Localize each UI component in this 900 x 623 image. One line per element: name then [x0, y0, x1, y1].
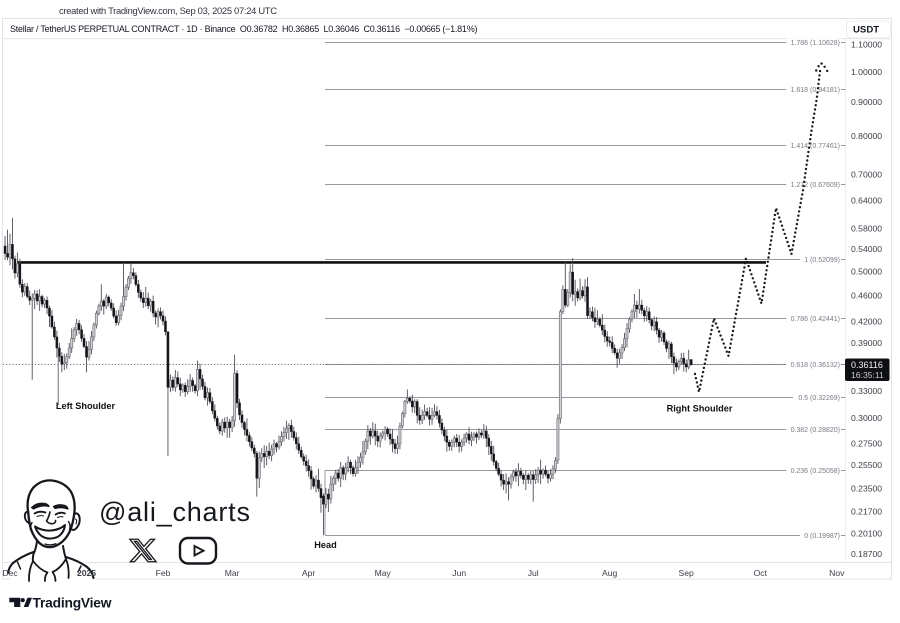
svg-text:0.23500: 0.23500 — [851, 484, 882, 494]
svg-text:Head: Head — [314, 540, 336, 550]
svg-text:Jun: Jun — [452, 568, 466, 578]
svg-text:Mar: Mar — [225, 568, 240, 578]
svg-text:Stellar / TetherUS PERPETUAL C: Stellar / TetherUS PERPETUAL CONTRACT · … — [10, 24, 477, 34]
svg-text:0.382 (0.28820): 0.382 (0.28820) — [791, 427, 840, 434]
svg-text:0.80000: 0.80000 — [851, 131, 882, 141]
svg-text:1.10000: 1.10000 — [851, 39, 882, 49]
svg-text:1.786 (1.10628): 1.786 (1.10628) — [791, 40, 840, 47]
svg-text:0.64000: 0.64000 — [851, 195, 882, 205]
svg-text:Dec: Dec — [2, 568, 18, 578]
svg-text:0.21700: 0.21700 — [851, 506, 882, 516]
svg-text:0.58000: 0.58000 — [851, 224, 882, 234]
svg-text:Right Shoulder: Right Shoulder — [667, 404, 733, 414]
svg-text:0.54000: 0.54000 — [851, 244, 882, 254]
svg-text:Feb: Feb — [156, 568, 171, 578]
svg-text:May: May — [375, 568, 392, 578]
svg-text:TradingView: TradingView — [33, 596, 112, 611]
svg-text:0.25500: 0.25500 — [851, 460, 882, 470]
svg-text:0.236 (0.25058): 0.236 (0.25058) — [791, 468, 840, 475]
svg-text:2025: 2025 — [77, 568, 96, 578]
svg-text:0.46000: 0.46000 — [851, 290, 882, 300]
svg-text:0.786 (0.42441): 0.786 (0.42441) — [791, 316, 840, 323]
svg-text:16:35:11: 16:35:11 — [851, 370, 884, 380]
svg-text:Aug: Aug — [602, 568, 618, 578]
svg-text:Left Shoulder: Left Shoulder — [56, 401, 116, 411]
svg-text:Sep: Sep — [679, 568, 695, 578]
svg-text:0.70000: 0.70000 — [851, 170, 882, 180]
svg-text:0.20100: 0.20100 — [851, 529, 882, 539]
svg-text:0 (0.19987): 0 (0.19987) — [804, 533, 840, 540]
svg-text:1.414 (0.77461): 1.414 (0.77461) — [791, 143, 840, 150]
svg-text:1.272 (0.67609): 1.272 (0.67609) — [791, 182, 840, 189]
svg-text:@ali_charts: @ali_charts — [99, 497, 251, 527]
svg-text:created with TradingView.com,: created with TradingView.com, Sep 03, 20… — [59, 5, 277, 16]
svg-text:0.618 (0.36132): 0.618 (0.36132) — [791, 362, 840, 369]
svg-text:USDT: USDT — [853, 25, 879, 36]
svg-text:0.42000: 0.42000 — [851, 316, 882, 326]
svg-text:1.00000: 1.00000 — [851, 67, 882, 77]
svg-text:0.18700: 0.18700 — [851, 549, 882, 559]
svg-text:0.27500: 0.27500 — [851, 438, 882, 448]
svg-text:0.39000: 0.39000 — [851, 338, 882, 348]
svg-text:0.36116: 0.36116 — [851, 360, 883, 370]
svg-text:0.33000: 0.33000 — [851, 386, 882, 396]
svg-text:1 (0.52099): 1 (0.52099) — [804, 257, 840, 264]
svg-text:Jul: Jul — [528, 568, 539, 578]
svg-text:0.50000: 0.50000 — [851, 266, 882, 276]
svg-text:0.90000: 0.90000 — [851, 97, 882, 107]
svg-text:Nov: Nov — [829, 568, 845, 578]
svg-text:1.618 (0.94181): 1.618 (0.94181) — [791, 87, 840, 94]
svg-text:Apr: Apr — [302, 568, 316, 578]
svg-text:0.30000: 0.30000 — [851, 413, 882, 423]
svg-text:0.5 (0.32269): 0.5 (0.32269) — [798, 395, 840, 402]
svg-text:Oct: Oct — [754, 568, 768, 578]
